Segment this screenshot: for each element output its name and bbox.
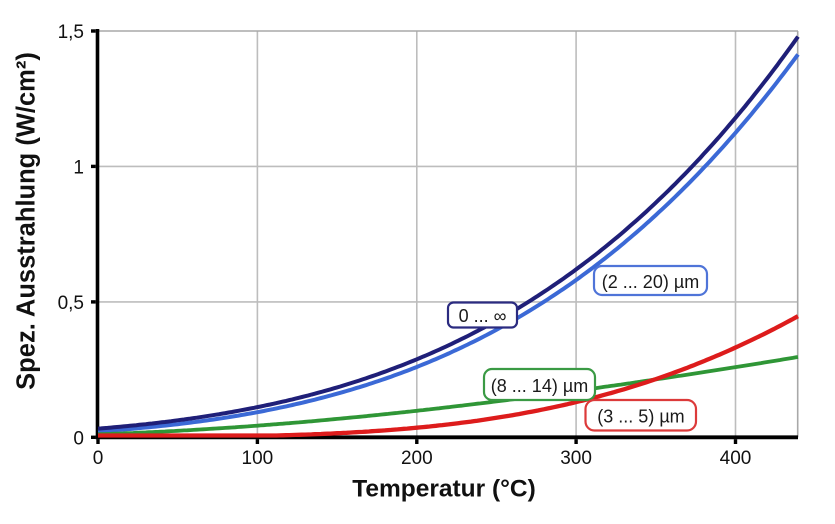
svg-text:200: 200 xyxy=(401,448,433,469)
svg-text:0: 0 xyxy=(93,448,104,469)
svg-text:100: 100 xyxy=(242,448,274,469)
svg-text:Temperatur (°C): Temperatur (°C) xyxy=(352,476,536,503)
svg-text:0 ... ∞: 0 ... ∞ xyxy=(459,306,507,326)
svg-text:Spez. Ausstrahlung (W/cm²): Spez. Ausstrahlung (W/cm²) xyxy=(13,52,41,390)
svg-text:1: 1 xyxy=(73,158,84,179)
svg-text:0,5: 0,5 xyxy=(58,293,84,314)
svg-text:1,5: 1,5 xyxy=(58,22,84,43)
svg-text:400: 400 xyxy=(720,448,752,469)
svg-text:(2 ... 20) µm: (2 ... 20) µm xyxy=(602,272,699,292)
svg-text:(8 ... 14) µm: (8 ... 14) µm xyxy=(491,376,588,396)
svg-text:0: 0 xyxy=(73,428,84,449)
svg-text:(3 ... 5) µm: (3 ... 5) µm xyxy=(597,407,684,427)
svg-text:300: 300 xyxy=(560,448,592,469)
